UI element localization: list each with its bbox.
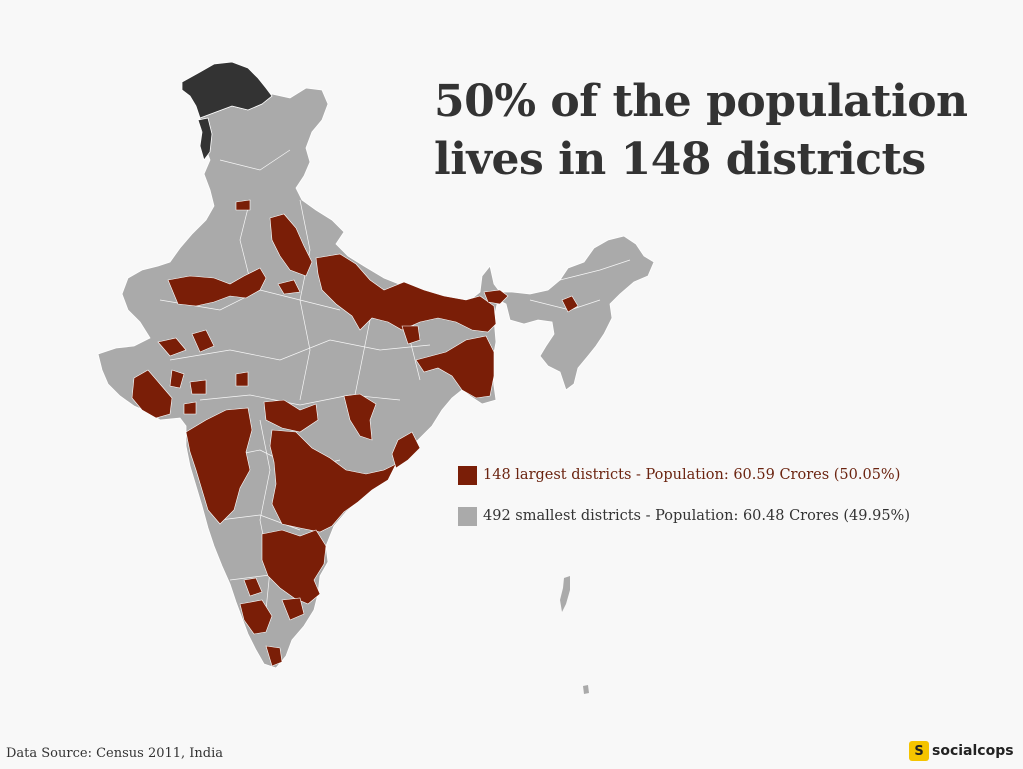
highlighted-district	[239, 599, 273, 635]
highlighted-district	[191, 329, 215, 353]
largest-districts	[131, 199, 579, 667]
title-line-1: 50% of the population	[434, 76, 968, 127]
highlighted-district	[185, 407, 253, 525]
highlighted-district	[265, 645, 283, 667]
region-nicobar-islands	[583, 685, 589, 694]
highlighted-district	[235, 199, 251, 211]
brand-name: socialcops	[932, 743, 1014, 759]
highlighted-district	[269, 213, 313, 277]
legend-item-largest-districts: 148 largest districts - Population: 60.5…	[458, 465, 900, 485]
region-andaman-islands	[560, 576, 570, 612]
highlighted-district	[401, 325, 421, 345]
highlighted-district	[157, 337, 187, 357]
highlighted-district	[243, 577, 263, 597]
highlighted-district	[391, 431, 421, 469]
highlighted-district	[167, 267, 267, 307]
highlighted-district	[263, 399, 319, 433]
title-line-2: lives in 148 districts	[434, 134, 926, 185]
highlighted-district	[261, 529, 327, 605]
highlighted-district	[343, 393, 377, 441]
highlighted-district	[561, 295, 579, 313]
socialcops-mark-icon: S	[909, 741, 929, 761]
highlighted-district	[131, 369, 173, 419]
legend-swatch-smallest	[458, 506, 477, 526]
highlighted-district	[183, 401, 197, 415]
highlighted-district	[483, 289, 509, 305]
region-jammu-kashmir	[181, 61, 273, 119]
legend-label-largest: 148 largest districts - Population: 60.5…	[483, 467, 901, 483]
highlighted-district	[281, 597, 305, 621]
socialcops-logo: S socialcops	[909, 739, 1014, 763]
highlighted-district	[315, 253, 497, 333]
highlighted-district	[415, 335, 495, 399]
highlighted-district	[169, 369, 185, 389]
legend-item-smallest-districts: 492 smallest districts - Population: 60.…	[458, 506, 910, 526]
highlighted-district	[277, 279, 301, 295]
legend-swatch-largest	[458, 465, 477, 485]
highlighted-district	[269, 429, 397, 533]
legend-label-smallest: 492 smallest districts - Population: 60.…	[483, 508, 910, 524]
data-source-note: Data Source: Census 2011, India	[6, 746, 224, 761]
highlighted-district	[189, 379, 207, 395]
highlighted-district	[235, 371, 249, 387]
region-kashmir-strip	[197, 117, 213, 161]
india-mainland	[97, 87, 655, 669]
